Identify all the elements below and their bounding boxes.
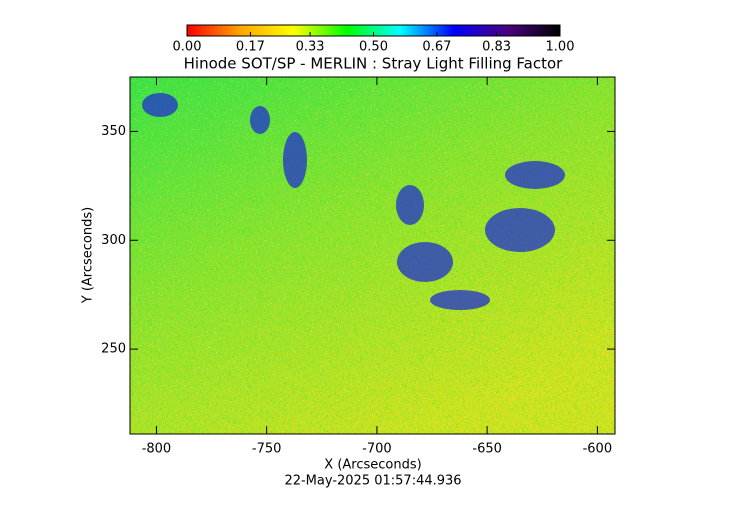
colorbar-tick-label: 1.00	[546, 40, 575, 55]
footer: 22-May-2025 01:57:44.936	[284, 474, 461, 489]
x-tick-label: -800	[142, 442, 172, 457]
x-tick-label: -600	[583, 442, 613, 457]
colorbar-tick-label: 0.50	[359, 40, 388, 55]
y-axis-label: Y (Arcseconds)	[81, 207, 96, 304]
y-tick-label: 300	[101, 233, 126, 248]
colorbar-tick-label: 0.67	[422, 40, 451, 55]
heatmap-image	[130, 77, 615, 434]
x-axis-label: X (Arcseconds)	[324, 458, 421, 473]
plot-frame	[129, 76, 616, 435]
colorbar-tick-label: 0.17	[236, 40, 265, 55]
x-tick-label: -700	[362, 442, 392, 457]
y-tick-label: 350	[101, 124, 126, 139]
colorbar-tick-label: 0.83	[482, 40, 511, 55]
y-tick-label: 250	[101, 342, 126, 357]
chart-title: Hinode SOT/SP - MERLIN : Stray Light Fil…	[184, 55, 564, 73]
colorbar-tick-label: 0.33	[296, 40, 325, 55]
x-tick-label: -750	[252, 442, 282, 457]
colorbar-tick-label: 0.00	[173, 40, 202, 55]
x-tick-label: -650	[472, 442, 502, 457]
